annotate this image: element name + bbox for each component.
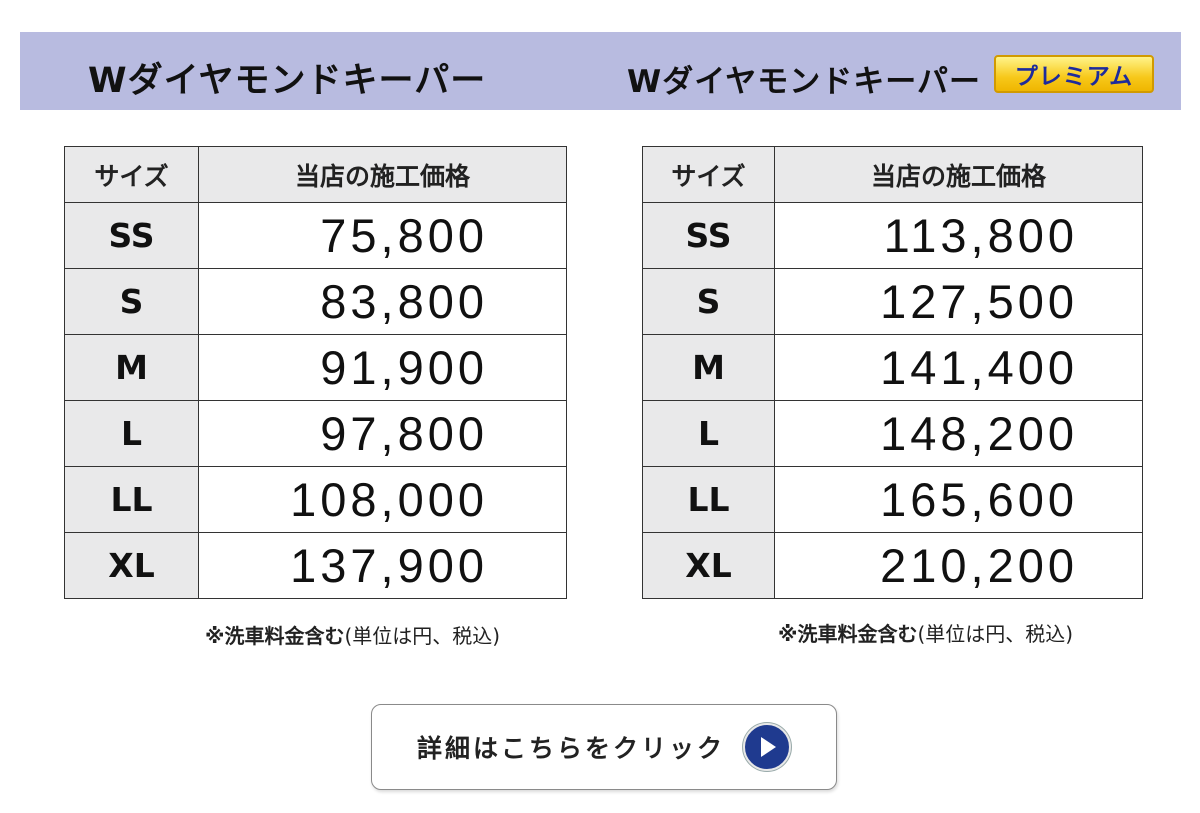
price-cell: 75,800 <box>198 202 567 269</box>
note-rest: (単位は円、税込) <box>917 622 1074 646</box>
price-cell: 148,200 <box>774 400 1143 467</box>
size-cell: L <box>64 400 199 467</box>
price-cell: 83,800 <box>198 268 567 335</box>
tax-note-premium: ※洗車料金含む(単位は円、税込) <box>778 618 1073 647</box>
table-header-row: サイズ 当店の施工価格 <box>64 146 567 203</box>
details-button-label: 詳細はこちらをクリック <box>416 734 725 763</box>
price-table-standard: サイズ 当店の施工価格 SS 75,800 S 83,800 M 91,900 … <box>64 146 567 599</box>
price-cell: 113,800 <box>774 202 1143 269</box>
column-header-price: 当店の施工価格 <box>198 146 567 203</box>
price-cell: 141,400 <box>774 334 1143 401</box>
tax-note-standard: ※洗車料金含む(単位は円、税込) <box>205 620 500 649</box>
column-header-price: 当店の施工価格 <box>774 146 1143 203</box>
price-cell: 127,500 <box>774 268 1143 335</box>
size-cell: S <box>64 268 199 335</box>
price-cell: 137,900 <box>198 532 567 599</box>
premium-badge: プレミアム <box>994 55 1154 93</box>
size-cell: L <box>642 400 775 467</box>
title-w-diamond-keeper-premium: Wダイヤモンドキーパー <box>627 64 981 100</box>
details-button[interactable]: 詳細はこちらをクリック <box>371 704 837 790</box>
column-header-size: サイズ <box>642 146 775 203</box>
table-row: XL 137,900 <box>64 532 567 599</box>
size-cell: SS <box>642 202 775 269</box>
table-header-row: サイズ 当店の施工価格 <box>642 146 1143 203</box>
note-rest: (単位は円、税込) <box>344 624 501 648</box>
size-cell: LL <box>642 466 775 533</box>
size-cell: XL <box>64 532 199 599</box>
price-cell: 165,600 <box>774 466 1143 533</box>
size-cell: SS <box>64 202 199 269</box>
size-cell: LL <box>64 466 199 533</box>
header-band <box>20 32 1181 110</box>
price-cell: 91,900 <box>198 334 567 401</box>
note-bold: ※洗車料金含む <box>205 624 345 648</box>
column-header-size: サイズ <box>64 146 199 203</box>
title-w-diamond-keeper: Wダイヤモンドキーパー <box>88 61 487 101</box>
table-row: SS 113,800 <box>642 202 1143 269</box>
table-row: LL 165,600 <box>642 466 1143 533</box>
size-cell: XL <box>642 532 775 599</box>
size-cell: S <box>642 268 775 335</box>
size-cell: M <box>642 334 775 401</box>
price-table-premium: サイズ 当店の施工価格 SS 113,800 S 127,500 M 141,4… <box>642 146 1143 599</box>
table-row: S 83,800 <box>64 268 567 335</box>
table-row: M 141,400 <box>642 334 1143 401</box>
price-cell: 97,800 <box>198 400 567 467</box>
table-row: LL 108,000 <box>64 466 567 533</box>
price-cell: 210,200 <box>774 532 1143 599</box>
size-cell: M <box>64 334 199 401</box>
table-row: L 148,200 <box>642 400 1143 467</box>
table-row: S 127,500 <box>642 268 1143 335</box>
price-cell: 108,000 <box>198 466 567 533</box>
table-row: M 91,900 <box>64 334 567 401</box>
play-circle-icon <box>743 723 791 771</box>
note-bold: ※洗車料金含む <box>778 622 918 646</box>
table-row: SS 75,800 <box>64 202 567 269</box>
table-row: L 97,800 <box>64 400 567 467</box>
table-row: XL 210,200 <box>642 532 1143 599</box>
